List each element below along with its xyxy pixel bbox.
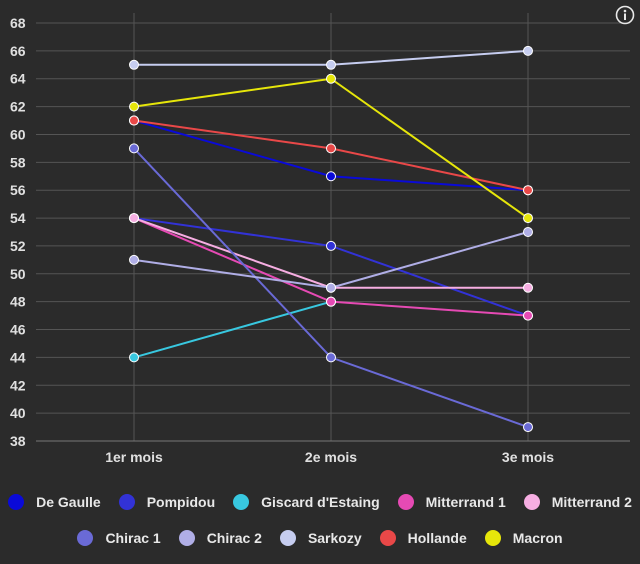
data-point-macron[interactable] xyxy=(326,73,336,84)
y-tick-label: 62 xyxy=(10,99,26,115)
data-point-mitterrand-1[interactable] xyxy=(326,296,336,307)
legend-row: Chirac 1 Chirac 2 Sarkozy Hollande Macron xyxy=(0,520,640,556)
chart-legend: De Gaulle Pompidou Giscard d'Estaing Mitter… xyxy=(0,484,640,556)
legend-item[interactable]: Chirac 1 xyxy=(77,530,161,546)
legend-item[interactable]: Mitterrand 2 xyxy=(523,494,632,510)
data-point-hollande[interactable] xyxy=(129,115,139,126)
data-point-mitterrand-2[interactable] xyxy=(129,213,139,224)
legend-swatch xyxy=(484,530,501,546)
legend-label: Hollande xyxy=(407,530,467,546)
legend-swatch xyxy=(233,494,250,510)
legend-swatch xyxy=(523,494,540,510)
legend-item[interactable]: Giscard d'Estaing xyxy=(233,494,380,510)
legend-item[interactable]: Pompidou xyxy=(118,494,216,510)
data-point-sarkozy[interactable] xyxy=(523,45,533,56)
data-point-chirac-1[interactable] xyxy=(523,422,533,433)
data-point-hollande[interactable] xyxy=(326,143,336,154)
y-tick-label: 50 xyxy=(10,266,26,282)
legend-label: Chirac 1 xyxy=(105,530,161,546)
y-tick-label: 56 xyxy=(10,182,26,198)
legend-swatch xyxy=(397,494,414,510)
y-tick-label: 48 xyxy=(10,294,26,310)
info-icon xyxy=(615,5,635,25)
legend-label: Mitterrand 1 xyxy=(425,494,506,510)
data-point-mitterrand-1[interactable] xyxy=(523,310,533,321)
y-tick-label: 38 xyxy=(10,433,26,449)
data-point-mitterrand-2[interactable] xyxy=(523,282,533,293)
data-point-pompidou[interactable] xyxy=(326,240,336,251)
x-tick-label: 2e mois xyxy=(305,449,357,465)
y-tick-label: 68 xyxy=(10,15,26,31)
legend-item[interactable]: Chirac 2 xyxy=(178,530,262,546)
x-tick-label: 3e mois xyxy=(502,449,554,465)
legend-label: Sarkozy xyxy=(307,530,362,546)
data-point-macron[interactable] xyxy=(129,101,139,112)
legend-item[interactable]: Macron xyxy=(484,530,563,546)
legend-item[interactable]: Mitterrand 1 xyxy=(397,494,506,510)
legend-swatch xyxy=(379,530,396,546)
legend-swatch xyxy=(8,494,25,510)
legend-label: Giscard d'Estaing xyxy=(261,494,380,510)
y-tick-label: 66 xyxy=(10,43,26,59)
y-tick-label: 64 xyxy=(10,71,26,87)
legend-swatch xyxy=(118,494,135,510)
legend-row: De Gaulle Pompidou Giscard d'Estaing Mitter… xyxy=(0,484,640,520)
data-point-sarkozy[interactable] xyxy=(326,59,336,70)
legend-label: Pompidou xyxy=(146,494,216,510)
data-point-chirac-1[interactable] xyxy=(326,352,336,363)
y-tick-label: 60 xyxy=(10,126,26,142)
y-tick-label: 44 xyxy=(10,349,26,365)
legend-item[interactable]: Sarkozy xyxy=(279,530,362,546)
data-point-chirac-2[interactable] xyxy=(129,254,139,265)
legend-swatch xyxy=(178,530,195,546)
legend-item[interactable]: Hollande xyxy=(379,530,467,546)
legend-label: Chirac 2 xyxy=(206,530,262,546)
data-point-giscard-d-estaing[interactable] xyxy=(129,352,139,363)
data-point-chirac-2[interactable] xyxy=(523,227,533,237)
legend-item[interactable]: De Gaulle xyxy=(8,494,101,510)
data-point-chirac-2[interactable] xyxy=(326,282,336,293)
data-point-macron[interactable] xyxy=(523,213,533,224)
data-point-de-gaulle[interactable] xyxy=(326,171,336,182)
y-tick-label: 46 xyxy=(10,322,26,338)
y-tick-label: 42 xyxy=(10,377,26,393)
data-point-hollande[interactable] xyxy=(523,185,533,196)
legend-label: De Gaulle xyxy=(36,494,101,510)
data-point-sarkozy[interactable] xyxy=(129,59,139,70)
x-tick-label: 1er mois xyxy=(105,449,163,465)
legend-swatch xyxy=(77,530,94,546)
legend-label: Mitterrand 2 xyxy=(551,494,632,510)
legend-label: Macron xyxy=(512,530,563,546)
y-tick-label: 40 xyxy=(10,405,26,421)
legend-swatch xyxy=(279,530,296,546)
y-tick-label: 52 xyxy=(10,238,26,254)
info-button[interactable] xyxy=(615,5,635,25)
y-tick-label: 54 xyxy=(10,210,26,226)
line-chart: 38 40 42 44 46 48 50 52 54 56 58 60 62 64 66 68 1er mois… xyxy=(10,13,630,465)
y-tick-label: 58 xyxy=(10,154,26,170)
data-point-chirac-1[interactable] xyxy=(129,143,139,154)
series-line-giscard-d-estaing xyxy=(133,300,332,359)
